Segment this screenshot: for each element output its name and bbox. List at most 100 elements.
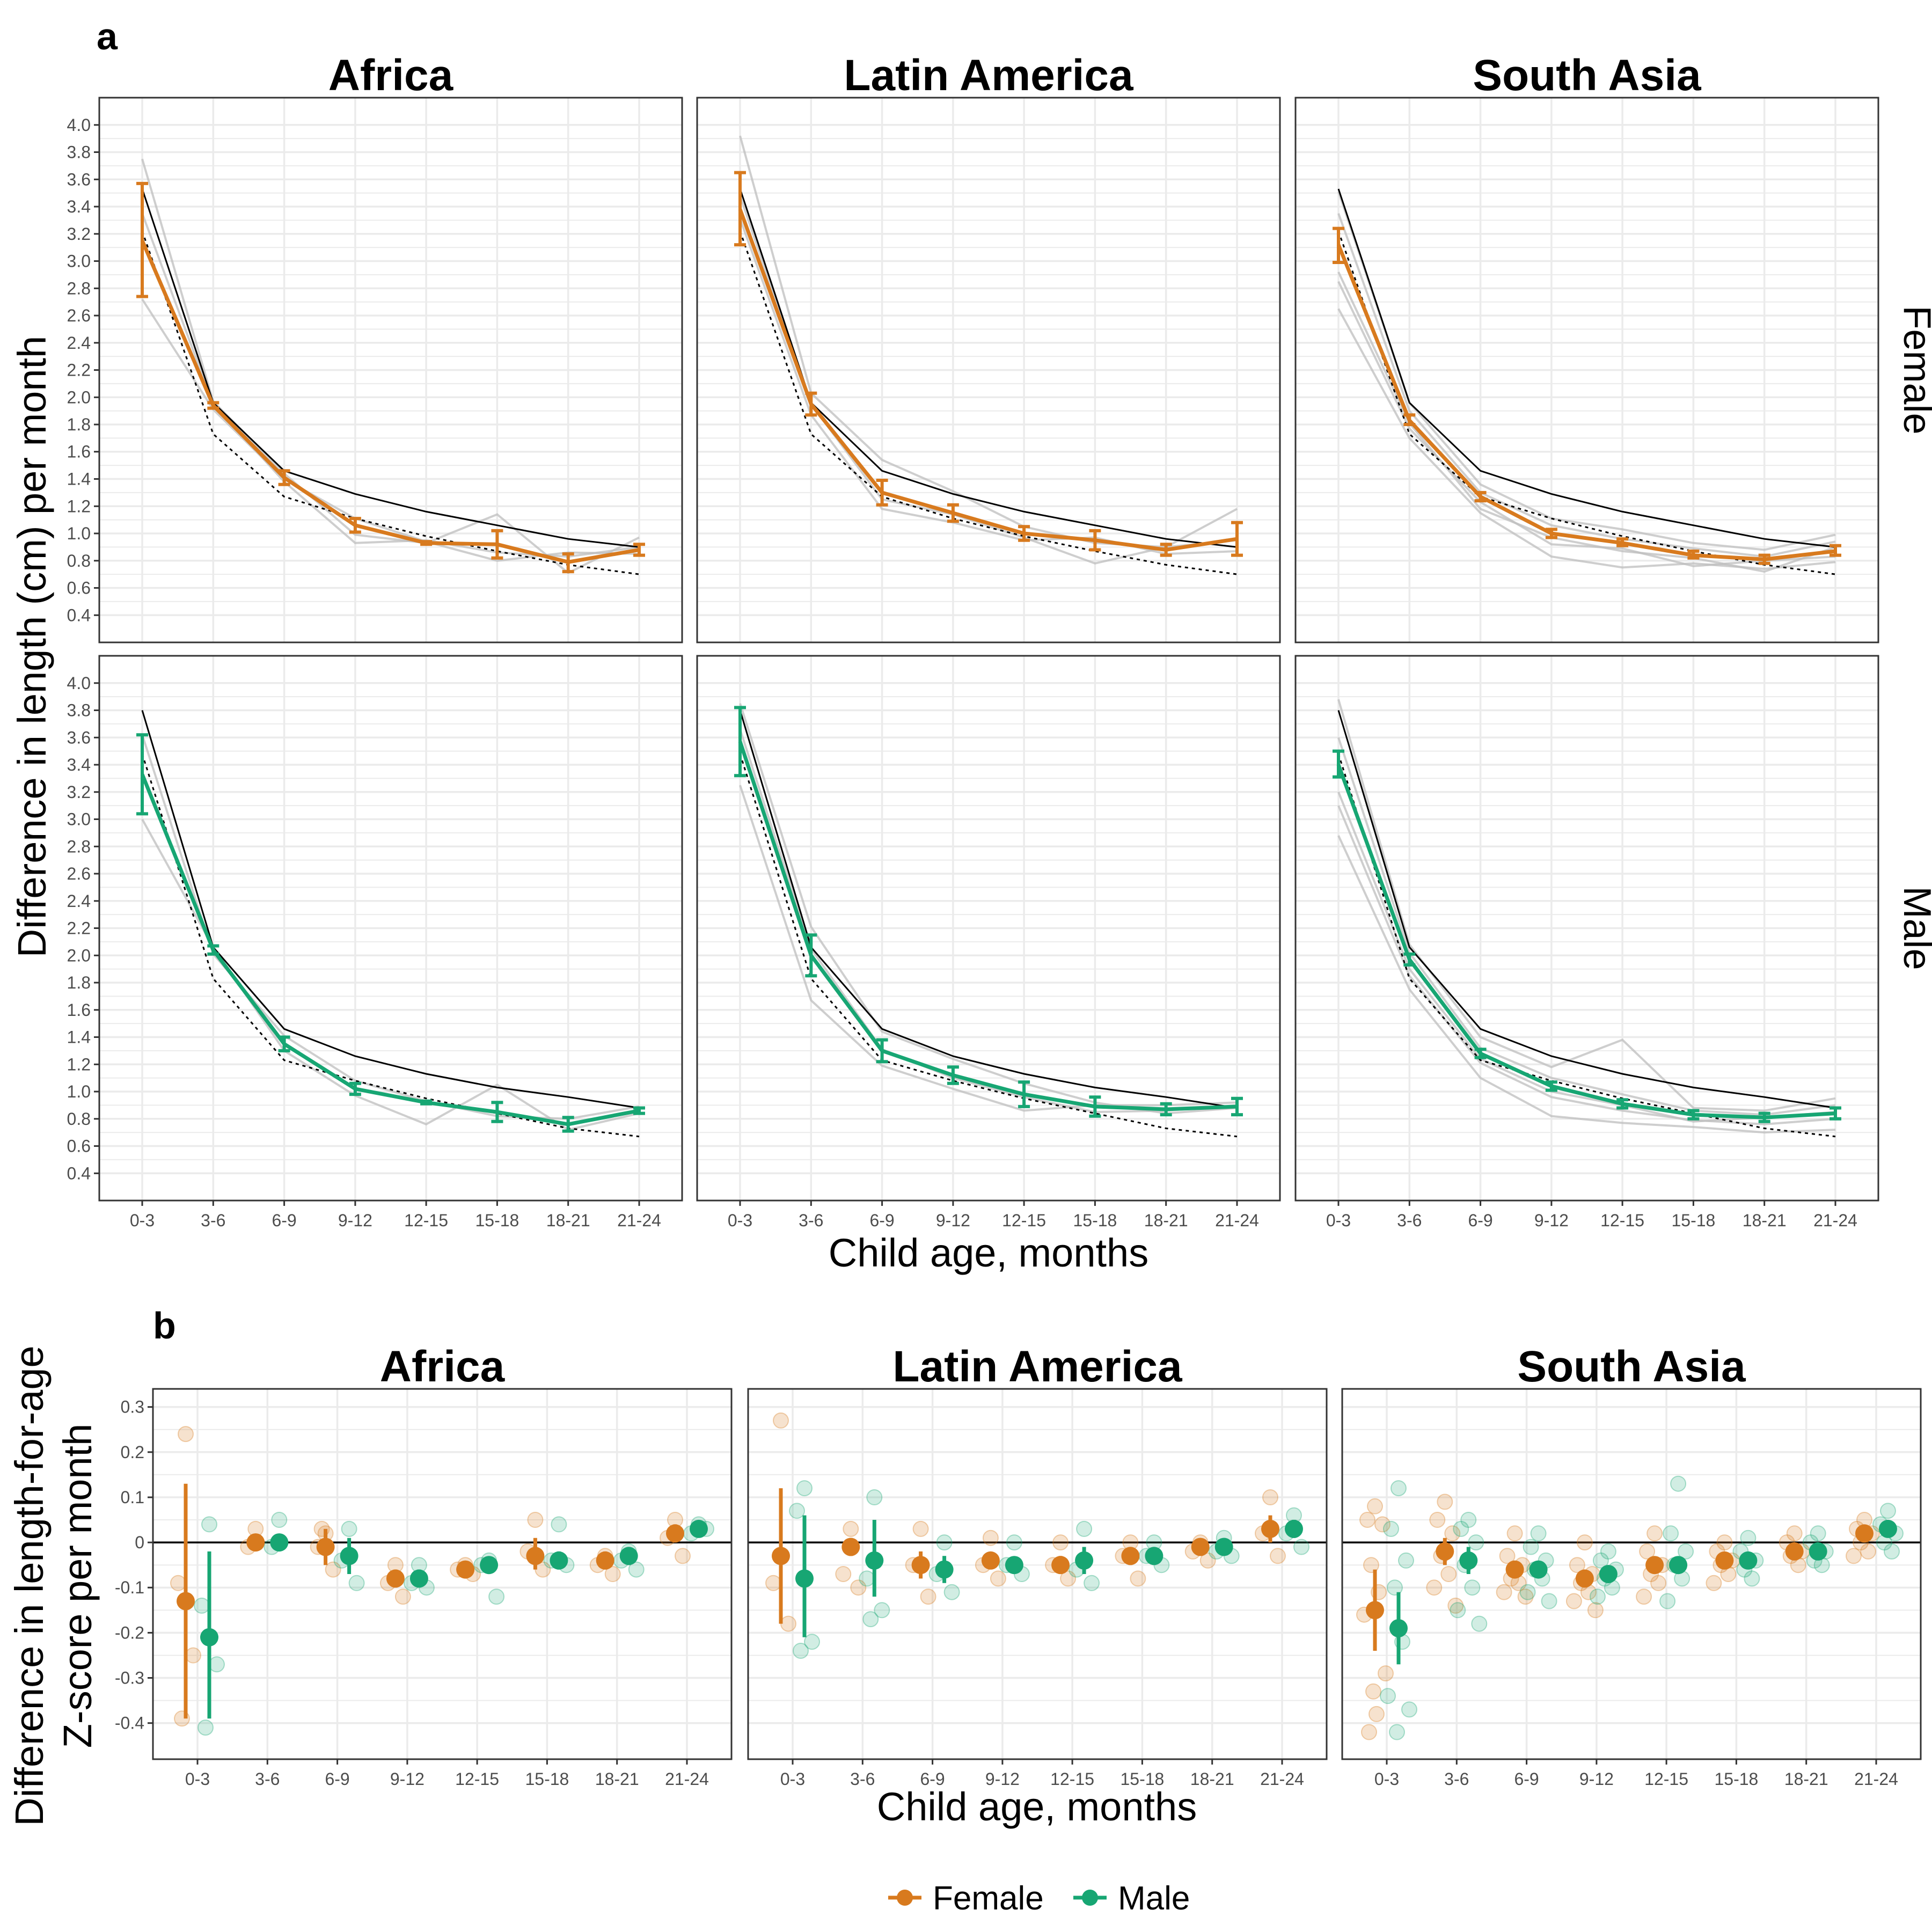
male-cohort-point (1740, 1529, 1757, 1546)
female-cohort-point (1569, 1557, 1585, 1574)
error-bar (562, 552, 574, 574)
reference-line-dotted (141, 753, 640, 1138)
female-mean-point (911, 1556, 930, 1575)
y-axis-title-line-1: Difference in length-for-age (7, 1345, 52, 1826)
error-bar (805, 933, 817, 978)
male-mean-point (1599, 1565, 1618, 1583)
error-bar (1160, 1102, 1172, 1117)
x-tick-label: 15-18 (475, 1211, 519, 1230)
cohort-line (141, 298, 640, 562)
female-mean-point (1191, 1538, 1210, 1556)
facet-border (747, 1388, 1328, 1760)
y-tick-label: 2.8 (67, 837, 91, 856)
female-cohort-point (1361, 1724, 1377, 1740)
mean-line (140, 240, 640, 564)
female-cohort-point (1363, 1557, 1379, 1574)
y-tick-label: 1.2 (67, 1055, 91, 1074)
male-cohort-point (1541, 1593, 1557, 1609)
x-tick-label: 15-18 (1714, 1769, 1758, 1789)
male-cohort-point (1600, 1543, 1616, 1560)
female-cohort-point (1499, 1548, 1516, 1564)
mean-line (140, 773, 640, 1126)
x-tick-label: 0-3 (780, 1769, 805, 1789)
male-cohort-point (1389, 1724, 1405, 1740)
male-cohort-point (789, 1503, 805, 1519)
y-tick-label: 0 (135, 1533, 144, 1552)
error-bar (633, 1106, 645, 1115)
male-cohort-point (1659, 1593, 1676, 1609)
facet-border (152, 1388, 733, 1760)
y-tick-label: 1.2 (67, 496, 91, 516)
strip-label-male: Male (1896, 886, 1932, 970)
facet-border (1341, 1388, 1922, 1760)
y-tick-label: 3.6 (67, 728, 91, 747)
male-cohort-point (793, 1643, 809, 1659)
x-tick-label: 6-9 (272, 1211, 296, 1230)
female-cohort-point (1444, 1525, 1461, 1542)
female-cohort-point (912, 1520, 929, 1537)
male-mean-point (409, 1569, 428, 1588)
reference-line-solid (1337, 188, 1836, 548)
female-cohort-point (1365, 1683, 1381, 1700)
error-bar (278, 469, 290, 486)
y-tick-label: 0.6 (67, 579, 91, 598)
y-tick-label: 2.4 (67, 333, 91, 353)
female-cohort-point (982, 1529, 999, 1546)
y-tick-label: 0.8 (67, 551, 91, 570)
female-cohort-point (1130, 1570, 1146, 1587)
error-bar (734, 706, 746, 778)
error-bar (1758, 553, 1770, 565)
mean-line (738, 208, 1238, 552)
x-tick-label: 3-6 (850, 1769, 875, 1789)
male-cohort-point (1387, 1579, 1403, 1596)
male-mean-point (795, 1569, 814, 1588)
error-bar (1545, 1080, 1557, 1092)
error-bar (947, 503, 959, 523)
female-cohort-point (1846, 1548, 1862, 1564)
cohort-line (739, 218, 1238, 555)
facet-title-latin-america: Latin America (844, 51, 1134, 100)
female-cohort-point (1639, 1543, 1656, 1560)
female-cohort-point (1199, 1552, 1216, 1569)
error-bar (1089, 1095, 1101, 1118)
female-mean-point (1785, 1542, 1804, 1561)
female-cohort-point (1650, 1575, 1667, 1591)
error-bar (947, 1065, 959, 1085)
female-cohort-point (1060, 1570, 1077, 1587)
x-tick-label: 3-6 (1397, 1211, 1422, 1230)
male-cohort-point (859, 1570, 875, 1587)
x-tick-label: 6-9 (325, 1769, 349, 1789)
y-tick-label: 2.0 (67, 946, 91, 965)
x-tick-label: 21-24 (1854, 1769, 1898, 1789)
facet-title-africa: Africa (328, 51, 454, 100)
facet-latin-america-female (696, 97, 1281, 643)
male-mean-point (270, 1533, 289, 1552)
error-bar (734, 171, 746, 247)
x-tick-label: 21-24 (1215, 1211, 1259, 1230)
female-cohort-point (1517, 1589, 1534, 1605)
y-tick-label: 2.4 (67, 891, 91, 911)
x-tick-label: 0-3 (185, 1769, 210, 1789)
x-tick-label: 18-21 (546, 1211, 590, 1230)
y-tick-label: 0.6 (67, 1137, 91, 1156)
male-cohort-point (341, 1520, 357, 1537)
male-cohort-point (1810, 1525, 1826, 1542)
cohort-line (1337, 191, 1836, 551)
y-tick-label: 1.6 (67, 1000, 91, 1020)
male-cohort-point (628, 1561, 645, 1578)
y-tick-label: 1.4 (67, 470, 91, 489)
male-mean-point (1075, 1551, 1094, 1570)
male-mean-point (690, 1519, 708, 1538)
error-bar (1403, 413, 1416, 426)
error-bar (1616, 1098, 1629, 1110)
strip-label-female: Female (1896, 305, 1932, 434)
cohort-line (1337, 308, 1836, 570)
female-cohort-point (1587, 1602, 1604, 1619)
male-mean-point (1879, 1519, 1897, 1538)
error-bar (1333, 749, 1344, 779)
facet-south-asia-lengthforage: 0-3 3-6 6-9 9-12 12-15 15-18 18-21 21-24 (1341, 1388, 1922, 1789)
female-mean-point (1855, 1524, 1874, 1543)
female-mean-point (456, 1560, 475, 1579)
y-tick-label: 3.2 (67, 782, 91, 802)
reference-line-dotted (141, 231, 640, 575)
